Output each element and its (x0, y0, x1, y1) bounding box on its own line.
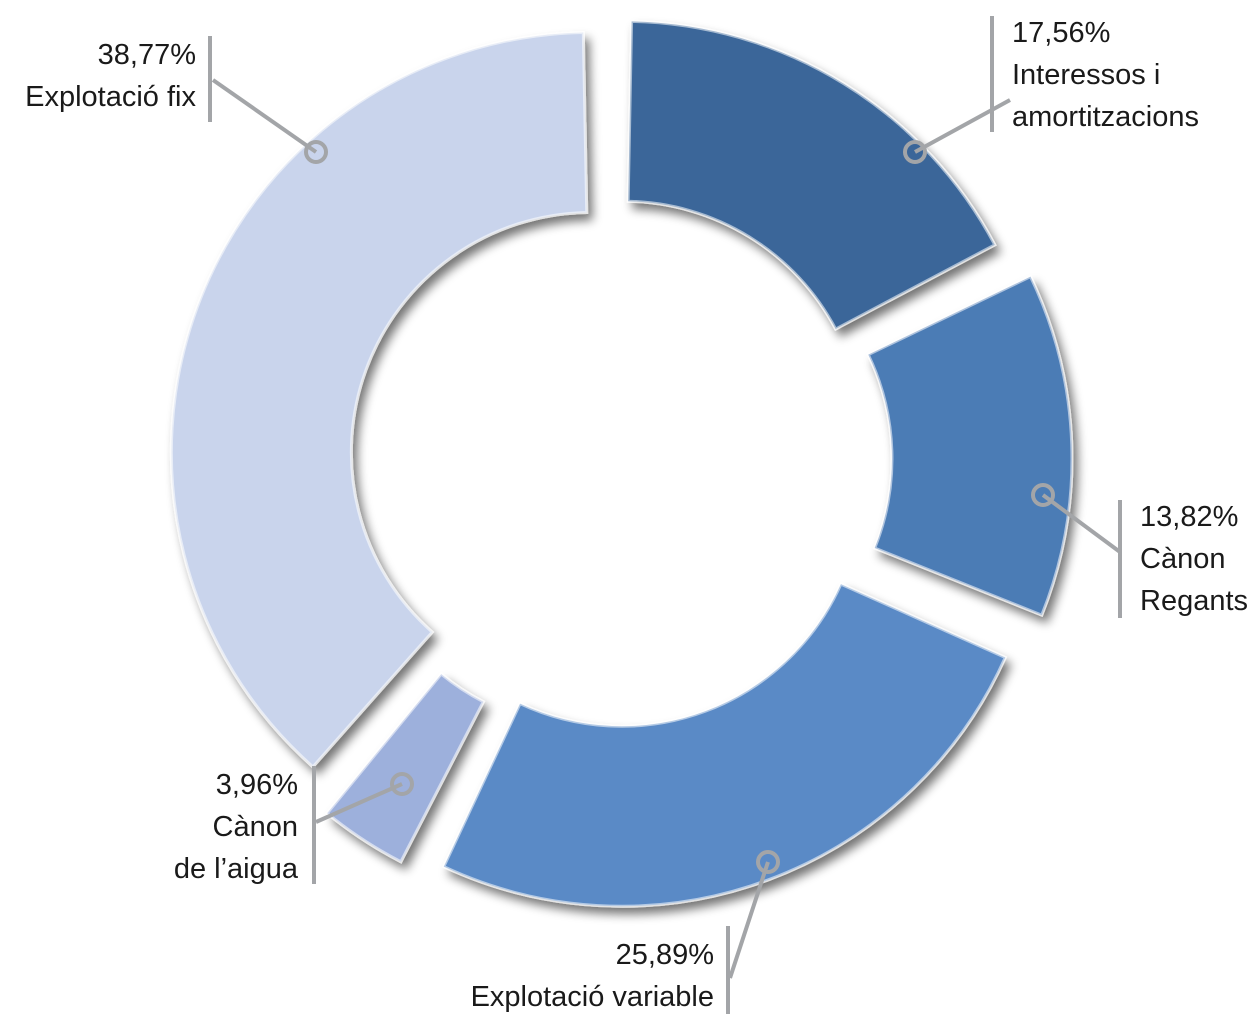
slice-value-label: 17,56% (1012, 17, 1111, 49)
slice-name-line: Explotació variable (470, 981, 714, 1013)
slice-name-line: Cànon (212, 811, 298, 843)
slice-explotacio-variable (441, 582, 1008, 908)
slice-label-explotacio-variable: 25,89% Explotació variable (471, 934, 714, 1018)
leader-lines (211, 78, 1122, 979)
leader-marker (1031, 483, 1055, 507)
slice-value-label: 13,82% (1140, 501, 1239, 533)
slice-label-explotacio-fix: 38,77% Explotació fix (25, 34, 196, 118)
slice-label-interessos: 17,56% Interessos i amortitzacions (1012, 12, 1199, 138)
slice-label-canon-regants: 13,82% Cànon Regants (1140, 496, 1248, 622)
label-bar (1118, 500, 1122, 618)
leader-line (211, 78, 318, 154)
slice-value-label: 38,77% (97, 39, 196, 71)
slice-value-label: 25,89% (615, 939, 714, 971)
leader-marker (390, 772, 414, 796)
slice-canon-regants (866, 274, 1074, 618)
label-bar (208, 36, 212, 122)
slice-name-line: amortitzacions (1012, 101, 1199, 133)
leader-line (1041, 493, 1122, 554)
slice-name-line: de l’aigua (173, 853, 298, 885)
label-bar (990, 16, 994, 132)
slice-name-line: Explotació fix (25, 81, 196, 113)
donut-slices (169, 19, 1074, 908)
slice-name-line: Regants (1140, 585, 1249, 617)
leader-line (728, 861, 770, 979)
slice-name-line: Cànon (1140, 543, 1226, 575)
slice-canon-aigua (325, 671, 486, 864)
slice-value-label: 3,96% (215, 769, 298, 801)
leader-line (914, 98, 1011, 154)
slice-name-line: Interessos i (1012, 59, 1161, 91)
leader-marker (304, 140, 328, 164)
slice-label-canon-aigua: 3,96% Cànon de l’aigua (174, 764, 298, 890)
slice-interessos (626, 19, 997, 332)
slice-explotacio-fix (169, 30, 589, 769)
leader-line (315, 782, 403, 824)
leader-marker (903, 140, 927, 164)
label-bar (312, 766, 316, 884)
leader-marker (756, 850, 780, 874)
label-bar (726, 926, 730, 1014)
